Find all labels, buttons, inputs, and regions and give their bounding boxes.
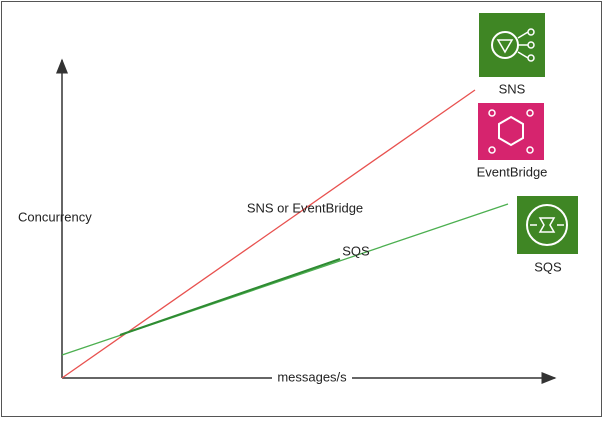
line-label: SNS or EventBridge bbox=[247, 200, 363, 215]
line-label: SQS bbox=[342, 243, 370, 258]
sns-icon bbox=[479, 13, 545, 77]
sqs-icon bbox=[517, 196, 578, 254]
icon-label: SNS bbox=[499, 81, 526, 96]
sns-line bbox=[61, 89, 476, 379]
icon-label: SQS bbox=[534, 259, 562, 274]
label-bg bbox=[272, 370, 352, 386]
x-axis-label: messages/s bbox=[277, 369, 347, 384]
icon-label: EventBridge bbox=[477, 164, 548, 179]
sqs-line-highlight bbox=[119, 258, 341, 336]
eventbridge-icon bbox=[478, 103, 544, 160]
y-axis-label: Concurrency bbox=[18, 209, 92, 224]
